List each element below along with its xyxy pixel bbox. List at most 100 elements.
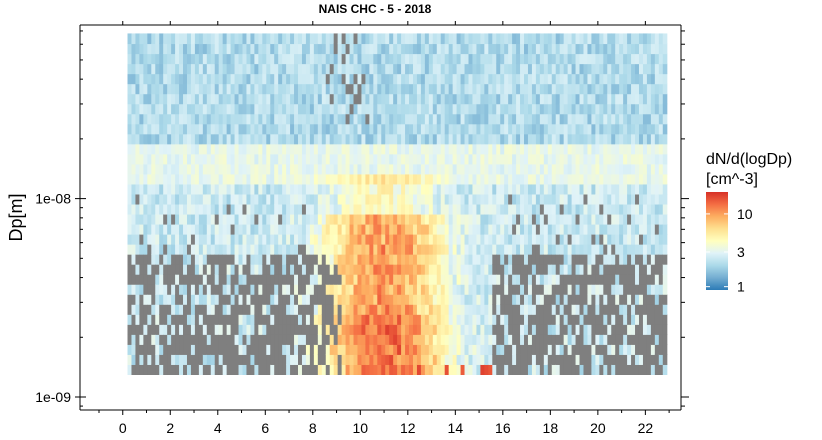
heatmap-cell — [480, 324, 485, 335]
heatmap-cell — [635, 203, 640, 215]
heatmap-cell — [254, 173, 259, 185]
heatmap-cell — [420, 123, 426, 135]
heatmap-cell — [432, 183, 438, 195]
heatmap-cell — [416, 163, 422, 175]
heatmap-cell — [599, 133, 604, 145]
heatmap-cell — [480, 334, 485, 345]
heatmap-cell — [175, 133, 180, 145]
heatmap-cell — [543, 33, 549, 45]
heatmap-cell — [317, 153, 323, 165]
heatmap-cell — [420, 103, 426, 115]
heatmap-cell — [531, 244, 537, 255]
heatmap-cell — [480, 133, 485, 145]
heatmap-cell — [290, 223, 295, 235]
heatmap-cell — [305, 103, 311, 115]
heatmap-cell — [587, 83, 593, 95]
heatmap-cell — [472, 213, 478, 225]
heatmap-cell — [377, 284, 382, 295]
heatmap-cell — [381, 73, 386, 85]
heatmap-cell — [587, 223, 593, 235]
heatmap-cell — [484, 143, 489, 155]
heatmap-cell — [163, 234, 168, 245]
heatmap-cell — [270, 63, 275, 75]
heatmap-cell — [412, 344, 418, 355]
heatmap-cell — [587, 364, 593, 375]
heatmap-cell — [559, 103, 565, 115]
heatmap-cell — [135, 254, 140, 265]
heatmap-cell — [131, 93, 137, 105]
heatmap-cell — [472, 113, 478, 125]
heatmap-cell — [575, 43, 581, 55]
heatmap-cell — [333, 203, 339, 215]
heatmap-cell — [547, 284, 553, 295]
heatmap-cell — [424, 234, 430, 245]
heatmap-cell — [428, 223, 434, 235]
heatmap-cell — [167, 93, 172, 105]
heatmap-cell — [246, 63, 252, 75]
heatmap-cell — [163, 314, 168, 325]
heatmap-cell — [500, 264, 505, 275]
heatmap-cell — [654, 53, 660, 65]
heatmap-cell — [290, 183, 295, 195]
heatmap-cell — [539, 133, 545, 145]
heatmap-cell — [527, 203, 533, 215]
heatmap-cell — [480, 264, 485, 275]
heatmap-cell — [488, 223, 493, 235]
heatmap-cell — [428, 173, 434, 185]
heatmap-cell — [321, 63, 327, 75]
heatmap-cell — [527, 123, 533, 135]
heatmap-cell — [409, 304, 414, 315]
heatmap-cell — [567, 153, 573, 165]
heatmap-cell — [468, 73, 474, 85]
heatmap-cell — [151, 223, 156, 235]
heatmap-cell — [432, 284, 438, 295]
heatmap-cell — [460, 364, 466, 375]
heatmap-cell — [361, 234, 366, 245]
heatmap-cell — [329, 223, 335, 235]
heatmap-cell — [341, 213, 347, 225]
heatmap-cell — [412, 223, 418, 235]
heatmap-cell — [202, 304, 208, 315]
heatmap-cell — [206, 113, 212, 125]
heatmap-cell — [377, 83, 382, 95]
heatmap-cell — [500, 223, 505, 235]
heatmap-cell — [432, 43, 438, 55]
heatmap-cell — [341, 324, 347, 335]
heatmap-cell — [246, 334, 252, 345]
heatmap-cell — [575, 264, 581, 275]
heatmap-cell — [230, 183, 236, 195]
heatmap-cell — [559, 63, 565, 75]
heatmap-cell — [567, 203, 573, 215]
heatmap-cell — [190, 274, 196, 285]
heatmap-cell — [464, 364, 470, 375]
heatmap-cell — [198, 113, 204, 125]
heatmap-cell — [646, 334, 652, 345]
heatmap-cell — [650, 143, 656, 155]
heatmap-cell — [444, 254, 450, 265]
heatmap-cell — [230, 203, 236, 215]
heatmap-cell — [357, 223, 363, 235]
heatmap-cell — [361, 274, 366, 285]
heatmap-cell — [234, 364, 240, 375]
heatmap-cell — [278, 254, 283, 265]
heatmap-cell — [373, 123, 378, 135]
heatmap-cell — [405, 254, 410, 265]
heatmap-cell — [282, 294, 287, 305]
heatmap-cell — [179, 354, 184, 365]
heatmap-cell — [131, 223, 137, 235]
heatmap-cell — [353, 173, 359, 185]
heatmap-cell — [167, 153, 172, 165]
heatmap-cell — [527, 43, 533, 55]
heatmap-cell — [163, 213, 168, 225]
heatmap-cell — [373, 294, 378, 305]
heatmap-cell — [420, 364, 426, 375]
heatmap-cell — [274, 103, 279, 115]
heatmap-cell — [480, 234, 485, 245]
heatmap-cell — [480, 173, 485, 185]
heatmap-cell — [202, 183, 208, 195]
heatmap-cell — [599, 213, 604, 225]
heatmap-cell — [258, 284, 263, 295]
heatmap-cell — [551, 63, 557, 75]
heatmap-cell — [583, 294, 589, 305]
heatmap-cell — [579, 103, 585, 115]
